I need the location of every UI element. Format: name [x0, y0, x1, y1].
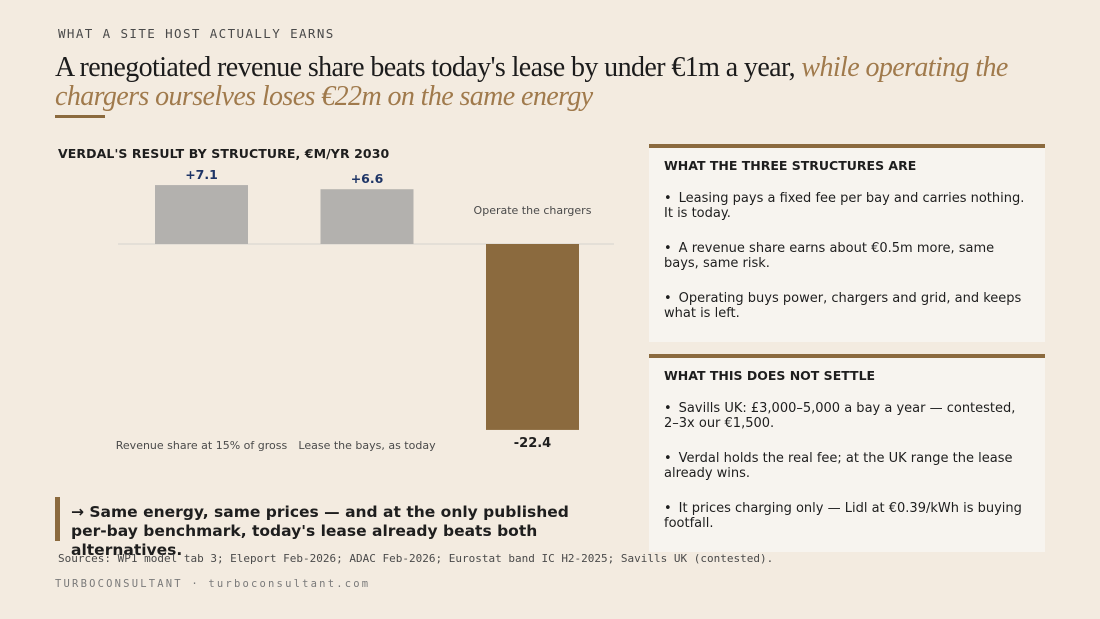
takeaway-callout: → Same energy, same prices — and at the … [55, 497, 580, 559]
bar [155, 185, 248, 244]
card-structures-list: • Leasing pays a fixed fee per bay and ca… [649, 191, 1045, 321]
headline: A renegotiated revenue share beats today… [55, 53, 1055, 111]
category-label: Lease the bays, as today [298, 439, 436, 452]
kicker: WHAT A SITE HOST ACTUALLY EARNS [58, 26, 335, 41]
data-label: -22.4 [514, 436, 551, 451]
card-caveats-list: • Savills UK: £3,000–5,000 a bay a year —… [649, 401, 1045, 531]
bar-chart: +7.1 Revenue share at 15% of gross +6.6 Lea… [116, 167, 614, 452]
list-item: • Verdal holds the real fee; at the UK ra… [664, 451, 1013, 481]
data-label: +7.1 [185, 167, 218, 182]
card-structures-title: WHAT THE THREE STRUCTURES ARE [664, 158, 917, 173]
list-item: • Savills UK: £3,000–5,000 a bay a year —… [664, 401, 1016, 431]
card-caveats-title: WHAT THIS DOES NOT SETTLE [664, 368, 876, 383]
data-label: +6.6 [351, 171, 384, 186]
footer-brand: TURBOCONSULTANT · turboconsultant.com [55, 578, 371, 590]
title-rule [55, 115, 105, 118]
chart-title: VERDAL'S RESULT BY STRUCTURE, €M/YR 2030 [58, 146, 390, 161]
category-label: Revenue share at 15% of gross [116, 439, 288, 452]
list-item: • It prices charging only — Lidl at €0.39… [664, 501, 1022, 531]
headline-main: A renegotiated revenue share beats today… [55, 52, 802, 83]
category-label: Operate the chargers [474, 204, 592, 217]
takeaway-text: → Same energy, same prices — and at the … [71, 503, 569, 559]
card-structures: WHAT THE THREE STRUCTURES ARE • Leasing p… [649, 144, 1045, 342]
headline-accent: while operating the chargers ourselves l… [55, 52, 1008, 112]
list-item: • Leasing pays a fixed fee per bay and ca… [664, 191, 1025, 221]
card-caveats: WHAT THIS DOES NOT SETTLE • Savills UK: £… [649, 354, 1045, 552]
sources-note: Sources: WP1 model tab 3; Eleport Feb-20… [58, 552, 774, 565]
bar [320, 189, 414, 244]
list-item: • A revenue share earns about €0.5m more,… [664, 241, 995, 271]
bar [486, 244, 579, 430]
list-item: • Operating buys power, chargers and grid… [664, 291, 1022, 321]
